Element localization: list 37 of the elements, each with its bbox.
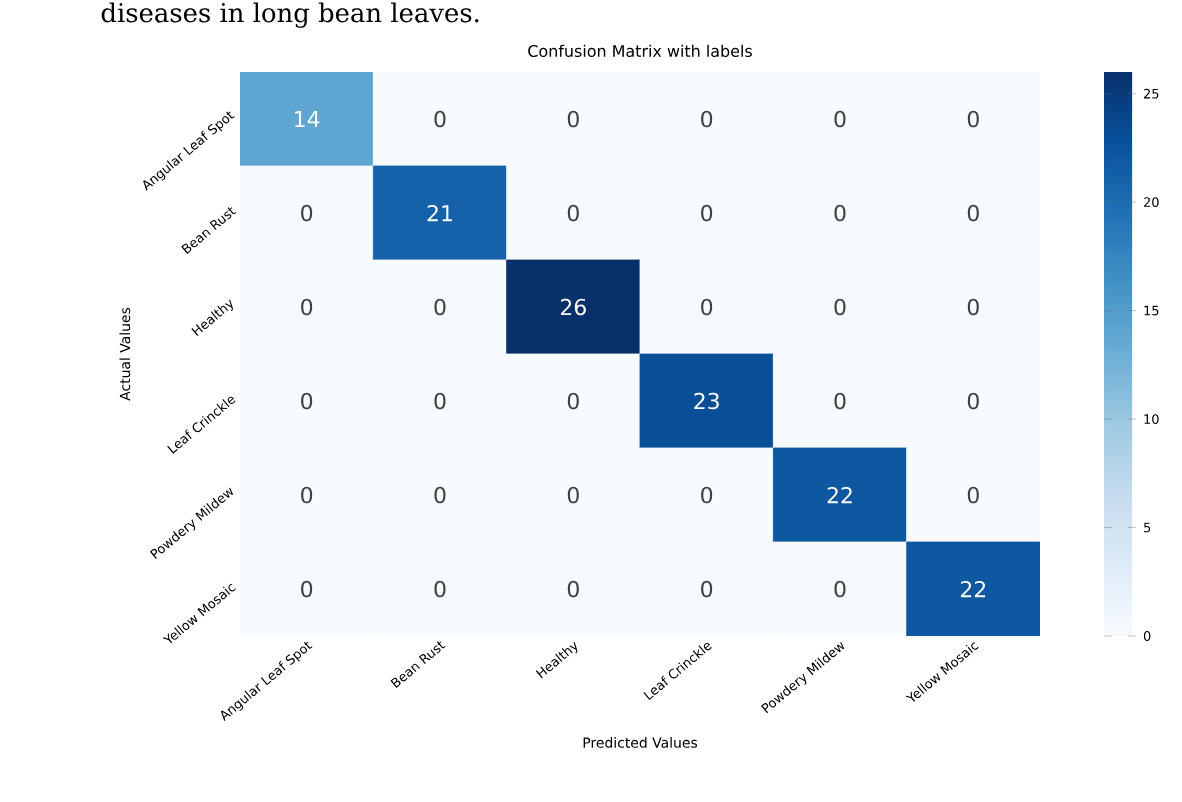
data-label: 0: [967, 486, 979, 504]
data-label: 0: [701, 486, 713, 504]
data-label: 23: [694, 392, 719, 410]
data-label: 0: [434, 110, 446, 128]
data-label: 0: [434, 486, 446, 504]
data-label: 0: [967, 298, 979, 316]
data-label: 0: [301, 486, 313, 504]
data-label: 0: [834, 298, 846, 316]
data-label: 0: [301, 580, 313, 598]
data-label: 0: [834, 392, 846, 410]
data-label: 0: [567, 110, 579, 128]
data-label: 0: [434, 580, 446, 598]
data-label: 0: [701, 580, 713, 598]
data-label: 0: [434, 392, 446, 410]
data-label: 0: [701, 298, 713, 316]
data-label: 0: [834, 580, 846, 598]
data-label: 22: [960, 580, 986, 598]
data-label: 0: [834, 110, 846, 128]
data-label: 0: [301, 298, 313, 316]
data-label: 0: [967, 204, 979, 222]
data-label: 0: [434, 298, 446, 316]
data-label: 0: [567, 486, 579, 504]
data-label: 26: [560, 298, 586, 316]
data-label: 0: [567, 580, 579, 598]
data-label: 0: [834, 204, 846, 222]
text: diseases in long bean leaves.: [101, 2, 479, 28]
data-label: 0: [967, 110, 979, 128]
data-label: 0: [701, 204, 713, 222]
data-label: 22: [827, 486, 852, 504]
data-label: 14: [295, 111, 320, 127]
data-label: 0: [967, 392, 979, 410]
data-label: 21: [427, 204, 452, 222]
data-label: 0: [567, 392, 579, 410]
data-label: 0: [701, 110, 713, 128]
data-label: 0: [567, 204, 579, 222]
data-label: 0: [301, 392, 313, 410]
data-label: 0: [301, 204, 313, 222]
